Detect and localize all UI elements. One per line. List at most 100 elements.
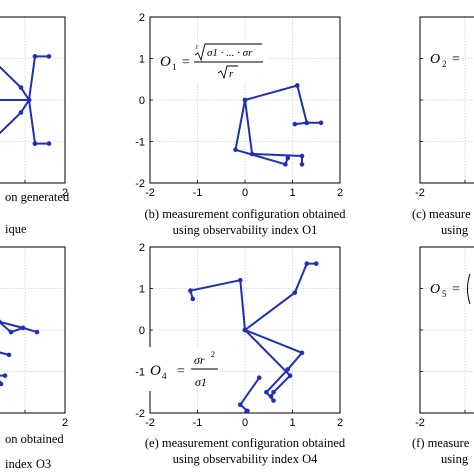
formula-e-equals: = (177, 364, 185, 379)
caption-c-line1: (c) measure (412, 207, 471, 221)
data-point (18, 110, 24, 115)
data-point (8, 329, 14, 335)
caption-e-line2: using observability index O4 (173, 452, 319, 466)
y-tick-label: 1 (139, 284, 145, 296)
formula-c-equals: = (452, 52, 460, 67)
x-tick-label: 0 (242, 417, 248, 429)
y-tick-label: -1 (135, 137, 145, 149)
data-point (299, 350, 305, 356)
x-tick-label: -1 (193, 417, 203, 429)
data-point (20, 325, 26, 331)
formula-e-numerator: σr (194, 353, 205, 367)
x-tick-label: 1 (289, 187, 295, 199)
formula-b: O 1 = r σ1 · ... · σr r (160, 40, 270, 82)
formula-e-lhs: O (150, 363, 161, 379)
caption-a-line2: ique (5, 222, 27, 236)
series-line-3 (244, 99, 303, 165)
caption-c-line2: using (441, 223, 469, 237)
data-point (283, 162, 288, 167)
data-point (233, 147, 238, 153)
data-point (34, 329, 40, 335)
formula-f: O 5 = (430, 273, 471, 305)
caption-b-line1: (b) measurement configuration obtained (145, 207, 347, 221)
y-tick-label: -1 (135, 367, 145, 379)
series-line-2 (234, 99, 289, 166)
series-line-3 (0, 379, 2, 385)
data-point (0, 319, 2, 324)
formula-c-lhs-sub: 2 (442, 59, 447, 69)
data-point (242, 97, 248, 103)
series-line-4 (238, 377, 261, 412)
formula-b-lhs: O (160, 54, 171, 70)
panel-d: 2 (0, 246, 68, 429)
data-point (188, 288, 193, 293)
x-tick-label: 2 (62, 187, 68, 199)
data-point (2, 373, 8, 378)
data-point (6, 352, 12, 358)
caption-f-line2: using (441, 452, 469, 466)
formula-b-box (160, 40, 270, 82)
data-point (237, 277, 243, 283)
series-line-0 (244, 84, 321, 124)
panel-c: -2 (415, 16, 474, 199)
caption-a-line1: on generated (5, 190, 70, 204)
formula-e-numerator-sup: 2 (211, 350, 215, 359)
data-point (256, 375, 262, 381)
series-group (0, 54, 52, 146)
data-point (26, 97, 32, 103)
axes-frame (0, 16, 66, 184)
formula-b-equals: = (182, 55, 190, 70)
formula-f-equals: = (452, 282, 460, 297)
formula-f-lhs-sub: 5 (442, 289, 447, 299)
x-tick-label: 2 (62, 417, 68, 429)
panel-e: -2 -1 0 1 2 2 1 0 -1 -2 (135, 242, 343, 429)
caption-d-line1: on obtained (5, 432, 64, 446)
series-line-0 (0, 320, 38, 334)
x-tick-label: -2 (415, 417, 425, 429)
y-tick-label: 1 (139, 54, 145, 66)
data-point (287, 373, 293, 378)
series-line-1 (244, 262, 317, 331)
data-point (32, 54, 38, 59)
caption-b-line2: using observability index O1 (173, 223, 318, 237)
data-point (292, 290, 298, 295)
data-point (18, 85, 24, 90)
data-point (299, 153, 305, 159)
axes-frame (0, 246, 66, 414)
formula-c: O 2 = (430, 52, 460, 69)
data-point (304, 261, 310, 266)
data-point (271, 398, 276, 403)
caption-e-line1: (e) measurement configuration obtained (145, 436, 346, 450)
data-point (299, 162, 305, 167)
captions: on generated ique (b) measurement config… (5, 190, 471, 471)
x-tick-label: 2 (337, 187, 343, 199)
x-tick-label: -1 (193, 187, 203, 199)
formula-f-bracket (467, 273, 471, 305)
y-tick-label: 2 (139, 242, 145, 254)
data-point (46, 54, 52, 59)
x-tick-label: -2 (145, 417, 155, 429)
y-tick-label: -2 (135, 178, 145, 190)
data-point (46, 141, 52, 146)
data-point (285, 367, 291, 372)
data-point (237, 402, 243, 408)
formula-b-denominator: r (229, 68, 234, 80)
formula-b-root-index: r (196, 43, 199, 51)
data-point (245, 408, 250, 413)
data-point (294, 83, 300, 88)
panel-a: 2 (0, 16, 68, 199)
formula-f-lhs: O (430, 282, 440, 297)
data-point (268, 394, 274, 399)
formula-e-lhs-sub: 4 (162, 371, 167, 381)
panel-f: -2 (415, 246, 474, 429)
formula-c-lhs: O (430, 52, 440, 67)
x-tick-label: -2 (415, 187, 425, 199)
formula-b-radical (194, 43, 262, 62)
x-tick-label: -2 (145, 187, 155, 199)
data-point (304, 120, 310, 126)
formula-e: O 4 = σr 2 σ1 (148, 347, 220, 391)
y-tick-label: -2 (135, 408, 145, 420)
series-group (233, 83, 324, 167)
